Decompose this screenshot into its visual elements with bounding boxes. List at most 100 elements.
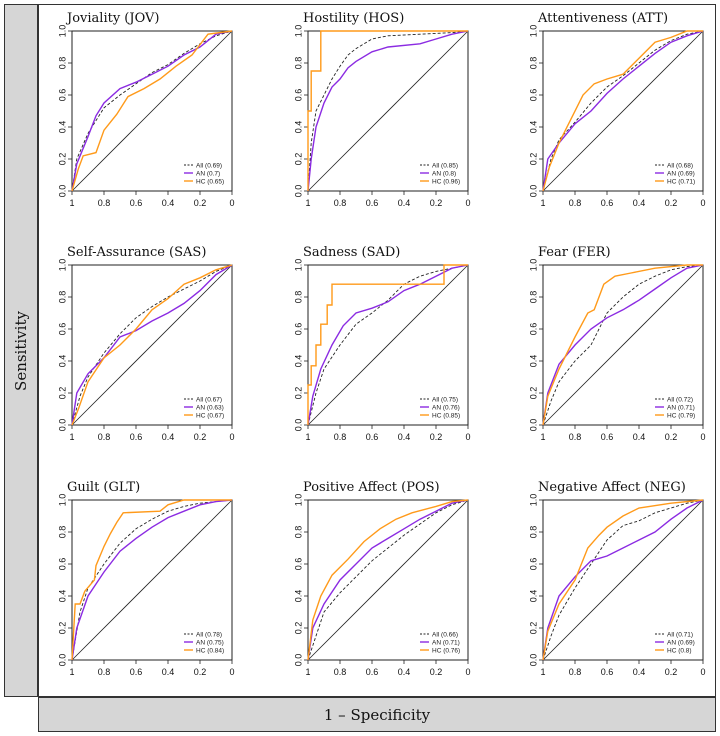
roc-curve-all (542, 30, 704, 192)
legend-entry: HC (0.71) (667, 178, 695, 185)
x-tick-label: 0.8 (334, 198, 347, 208)
y-tick-label: 0.8 (293, 57, 303, 70)
x-tick-label: 1 (305, 432, 310, 442)
panel-title: Joviality (JOV) (65, 11, 159, 26)
legend-entry: AN (0.76) (432, 404, 460, 411)
x-tick-label: 0.2 (430, 432, 443, 442)
y-axis-label-bar: Sensitivity (4, 4, 38, 697)
y-tick-label: 0.2 (528, 387, 538, 400)
y-tick-label: 0.0 (528, 654, 538, 667)
y-tick-label: 0.6 (57, 558, 67, 571)
y-tick-label: 0.6 (293, 89, 303, 102)
y-tick-label: 0.4 (528, 355, 538, 368)
panel-title: Sadness (SAD) (303, 245, 400, 260)
roc-curve-an (307, 30, 469, 192)
y-tick-label: 0.8 (528, 526, 538, 539)
y-tick-label: 0.0 (57, 654, 67, 667)
legend-entry: AN (0.63) (196, 404, 224, 411)
x-tick-label: 0.8 (334, 667, 347, 677)
legend-entry: All (0.66) (432, 631, 458, 638)
x-tick-label: 0.4 (398, 667, 411, 677)
y-tick-label: 0.4 (293, 590, 303, 603)
legend-entry: AN (0.69) (667, 639, 695, 646)
roc-panel: Sadness (SAD) 0.0 0.2 0.4 0.6 0.8 1.0 1 0.8 0.6 0.… (293, 245, 470, 442)
roc-panel: Fear (FER) 0.0 0.2 0.4 0.6 0.8 1.0 1 0.8 0.6 0.4 0.… (528, 245, 705, 442)
x-tick-label: 0.4 (633, 667, 646, 677)
y-tick-label: 0.4 (528, 590, 538, 603)
x-tick-label: 0.4 (398, 432, 411, 442)
x-tick-label: 0 (229, 432, 234, 442)
legend-entry: HC (0.84) (196, 647, 224, 654)
roc-curve-hc (542, 264, 703, 426)
roc-panel: Negative Affect (NEG) 0.0 0.2 0.4 0.6 0.8 1.0 1… (528, 480, 705, 677)
x-axis-label: 1 – Specificity (323, 705, 431, 724)
legend-entry: HC (0.65) (196, 178, 224, 185)
roc-curve-an (71, 499, 233, 661)
x-tick-label: 0 (229, 667, 234, 677)
x-tick-label: 0 (700, 432, 705, 442)
roc-curve-all (542, 499, 704, 661)
x-tick-label: 0 (465, 198, 470, 208)
y-tick-label: 1.0 (293, 494, 303, 507)
x-tick-label: 0.8 (334, 432, 347, 442)
x-tick-label: 1 (540, 667, 545, 677)
legend-entry: All (0.68) (667, 162, 693, 169)
legend-entry: AN (0.8) (432, 170, 456, 177)
x-tick-label: 0.2 (430, 667, 443, 677)
legend-entry: AN (0.71) (432, 639, 460, 646)
roc-curve-hc (542, 30, 703, 192)
y-tick-label: 1.0 (293, 259, 303, 272)
plot-frame (307, 264, 469, 426)
x-tick-label: 1 (69, 432, 74, 442)
plot-frame (71, 499, 233, 661)
roc-curve-hc (71, 499, 232, 661)
roc-curve-hc (307, 30, 468, 191)
x-axis-label-bar: 1 – Specificity (38, 697, 716, 732)
y-tick-label: 1.0 (57, 25, 67, 38)
y-tick-label: 0.4 (293, 355, 303, 368)
plot-frame (71, 264, 233, 426)
x-tick-label: 0.2 (194, 432, 207, 442)
x-tick-label: 0 (700, 198, 705, 208)
y-tick-label: 0.4 (57, 355, 67, 368)
x-tick-label: 0.6 (601, 432, 614, 442)
y-tick-label: 0.6 (57, 89, 67, 102)
y-tick-label: 0.0 (528, 419, 538, 432)
roc-panel: Hostility (HOS) 0.0 0.2 0.4 0.6 0.8 1.0 1 0.8 0.6… (293, 11, 470, 208)
y-tick-label: 0.2 (57, 387, 67, 400)
reference-diagonal (307, 30, 469, 192)
roc-curve-an (542, 30, 704, 192)
y-tick-label: 0.8 (293, 526, 303, 539)
panel-title: Positive Affect (POS) (303, 480, 440, 495)
y-tick-label: 0.4 (57, 121, 67, 134)
x-tick-label: 0.4 (398, 198, 411, 208)
x-tick-label: 0 (700, 667, 705, 677)
legend-entry: All (0.78) (196, 631, 222, 638)
x-tick-label: 0 (229, 198, 234, 208)
legend-entry: HC (0.85) (432, 412, 460, 419)
y-tick-label: 0.2 (57, 153, 67, 166)
x-tick-label: 0.4 (633, 198, 646, 208)
reference-diagonal (307, 264, 469, 426)
y-tick-label: 0.2 (528, 622, 538, 635)
panel-title: Attentiveness (ATT) (537, 11, 668, 26)
plot-frame (71, 30, 233, 192)
x-tick-label: 0.8 (98, 667, 111, 677)
x-tick-label: 0.4 (162, 667, 175, 677)
legend-entry: HC (0.96) (432, 178, 460, 185)
x-tick-label: 0.8 (569, 432, 582, 442)
roc-curve-all (307, 499, 469, 661)
legend-entry: All (0.67) (196, 396, 222, 403)
y-tick-label: 0.0 (293, 185, 303, 198)
legend-entry: AN (0.69) (667, 170, 695, 177)
roc-curve-an (542, 499, 704, 661)
legend-entry: HC (0.76) (432, 647, 460, 654)
plot-frame (542, 499, 704, 661)
roc-panel: Guilt (GLT) 0.0 0.2 0.4 0.6 0.8 1.0 1 0.8 0.6 0.4 0… (57, 480, 234, 677)
x-tick-label: 0.6 (601, 198, 614, 208)
y-tick-label: 1.0 (57, 494, 67, 507)
roc-curve-all (71, 264, 233, 426)
panel-title: Guilt (GLT) (67, 480, 140, 495)
x-tick-label: 1 (540, 432, 545, 442)
